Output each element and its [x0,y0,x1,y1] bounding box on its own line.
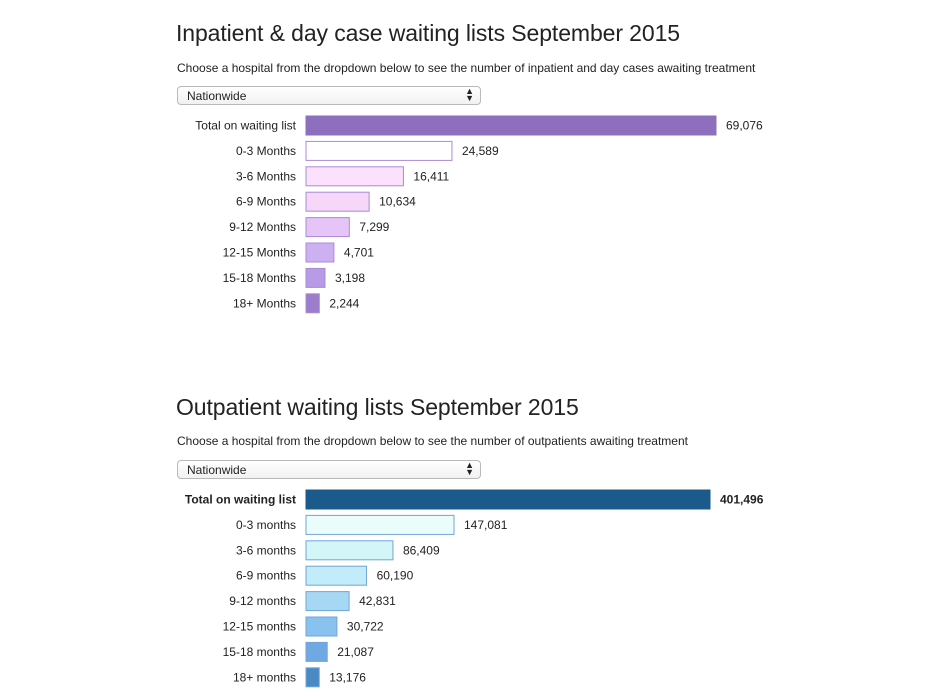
bar [305,489,711,510]
bar [305,166,404,187]
inpatient-hospital-dropdown[interactable]: Nationwide ▲ ▼ [177,86,481,105]
outpatient-title: Outpatient waiting lists September 2015 [176,394,579,420]
value-label: 86,409 [403,543,440,557]
category-label: Total on waiting list [195,119,296,133]
category-label: 15-18 Months [223,271,296,285]
value-label: 4,701 [344,246,374,260]
bar [305,667,320,688]
chevron-updown-icon: ▲ ▼ [465,460,474,477]
bar [305,514,455,535]
outpatient-hospital-dropdown[interactable]: Nationwide ▲ ▼ [177,460,481,479]
inpatient-bar-chart: Total on waiting list 69,076 0-3 Months 24,… [195,115,763,314]
bar [305,641,328,662]
value-label: 24,589 [462,144,499,158]
inpatient-dropdown-value: Nationwide [187,89,247,103]
bar [305,565,368,586]
outpatient-dropdown-value: Nationwide [187,463,247,477]
bar [305,191,370,212]
value-label: 7,299 [359,220,389,234]
value-label: 10,634 [379,195,416,209]
bar [305,267,326,288]
value-label: 30,722 [347,620,384,634]
category-label: 3-6 months [236,543,296,557]
inpatient-subtitle: Choose a hospital from the dropdown belo… [177,61,756,75]
value-label: 16,411 [413,169,449,183]
category-label: 9-12 Months [229,220,296,234]
value-label: 21,087 [337,645,374,659]
value-label: 147,081 [464,518,508,532]
chevron-updown-icon: ▲ ▼ [465,86,474,103]
value-label: 42,831 [359,594,396,608]
bar [305,616,338,637]
category-label: Total on waiting list [185,493,296,507]
value-label: 401,496 [720,493,764,507]
value-label: 60,190 [377,569,414,583]
category-label: 18+ months [233,670,296,684]
category-label: 12-15 Months [223,246,296,260]
bar [305,242,335,263]
bar [305,217,350,238]
category-label: 12-15 months [223,620,296,634]
category-label: 18+ Months [233,296,296,310]
bar [305,140,453,161]
category-label: 0-3 months [236,518,296,532]
bar [305,115,717,136]
value-label: 13,176 [329,670,366,684]
inpatient-title: Inpatient & day case waiting lists Septe… [176,20,680,46]
bar [305,591,350,612]
bar [305,540,394,561]
value-label: 69,076 [726,119,763,133]
category-label: 6-9 months [236,569,296,583]
outpatient-bar-chart: Total on waiting list 401,496 0-3 months 14… [185,489,764,688]
outpatient-subtitle: Choose a hospital from the dropdown belo… [177,434,688,448]
category-label: 9-12 months [229,594,296,608]
category-label: 6-9 Months [236,195,296,209]
category-label: 3-6 Months [236,169,296,183]
bar [305,293,320,314]
value-label: 3,198 [335,271,365,285]
category-label: 15-18 months [223,645,296,659]
value-label: 2,244 [329,296,359,310]
category-label: 0-3 Months [236,144,296,158]
